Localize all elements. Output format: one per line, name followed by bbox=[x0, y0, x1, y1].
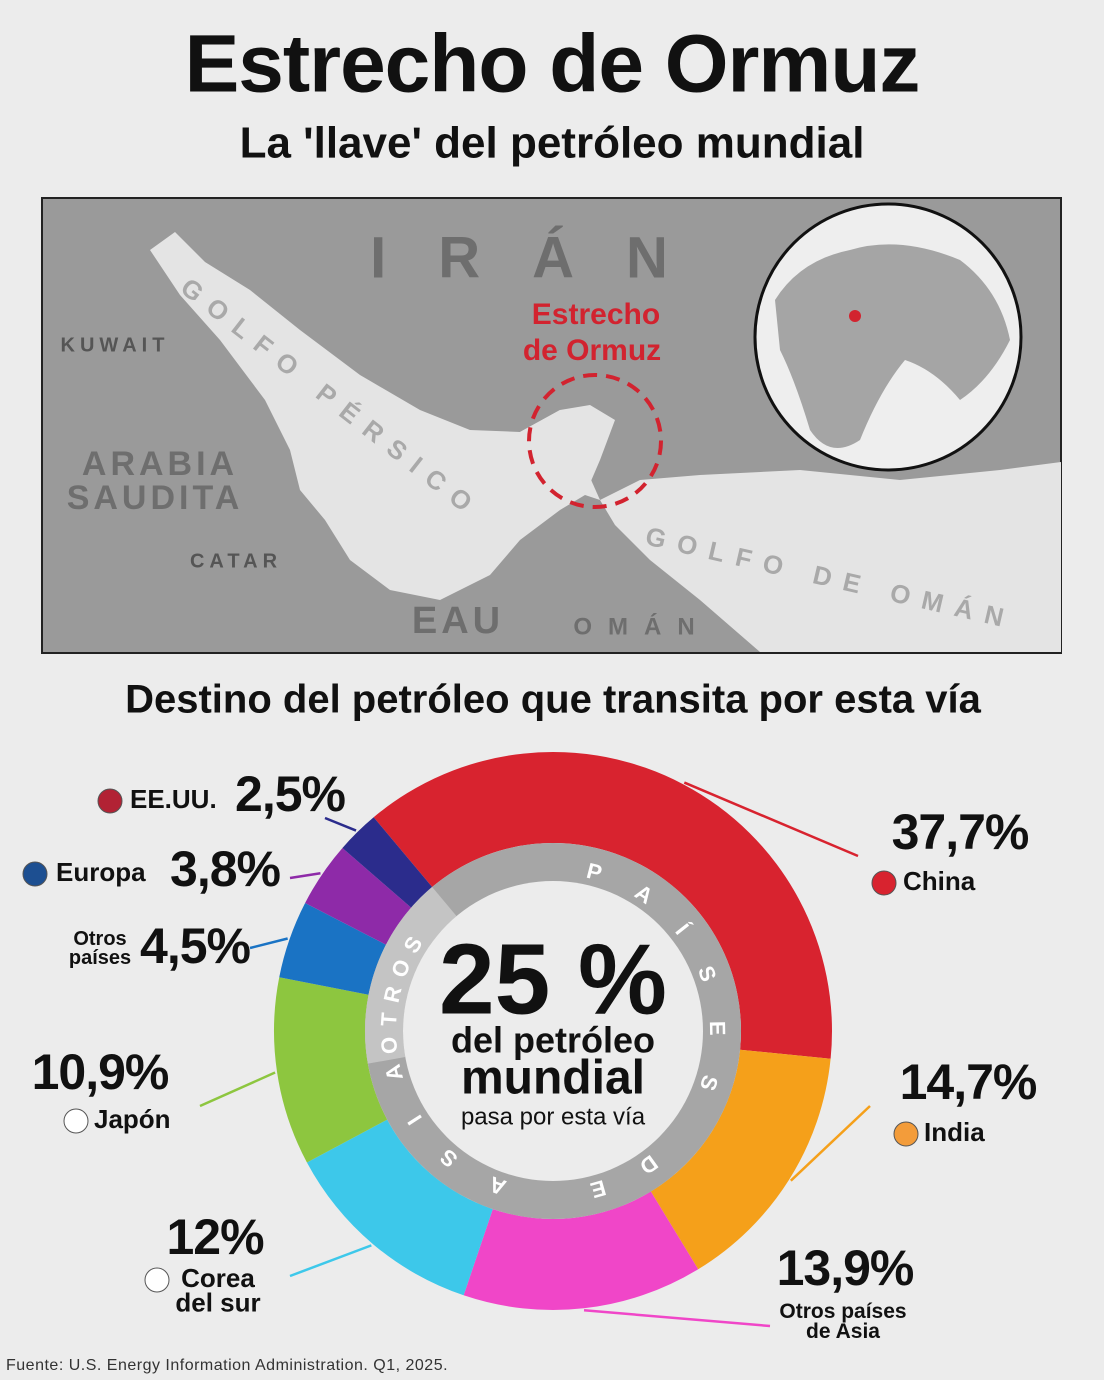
center-line: del petróleo bbox=[451, 1020, 655, 1061]
donut-segment bbox=[306, 1119, 493, 1296]
leader-line bbox=[583, 1309, 771, 1328]
subtitle: La 'llave' del petróleo mundial bbox=[240, 119, 865, 168]
leader-line bbox=[199, 1071, 276, 1108]
category-label: Europa bbox=[56, 857, 146, 887]
category-label: Otros países de Asia bbox=[779, 1300, 906, 1343]
donut-segment bbox=[463, 1191, 699, 1310]
strait-marker bbox=[527, 373, 663, 509]
center-disc bbox=[403, 881, 703, 1181]
leader-line bbox=[683, 781, 859, 858]
leader-line bbox=[289, 871, 321, 880]
country-label: OMÁN bbox=[573, 612, 710, 640]
flag-icon bbox=[97, 788, 123, 814]
value-label: 4,5% bbox=[140, 918, 251, 974]
donut-segment bbox=[342, 817, 433, 908]
country-label: KUWAIT bbox=[61, 334, 170, 356]
category-label: Corea del sur bbox=[175, 1263, 260, 1318]
leader-line bbox=[324, 816, 357, 832]
strait-label: Estrecho bbox=[532, 298, 660, 331]
title: Estrecho de Ormuz bbox=[185, 19, 920, 110]
flag-icon bbox=[144, 1267, 170, 1293]
donut-segment bbox=[305, 847, 412, 945]
map: Estrecho de Ormuz IRÁN KUWAIT ARABIA SAU… bbox=[41, 197, 1062, 654]
center-value: 25 % bbox=[439, 923, 667, 1035]
value-label: 3,8% bbox=[170, 841, 281, 897]
center-line: pasa por esta vía bbox=[461, 1103, 646, 1130]
value-label: 2,5% bbox=[235, 766, 346, 822]
category-label: Japón bbox=[94, 1104, 171, 1134]
leader-line bbox=[249, 937, 288, 950]
globe-land bbox=[775, 244, 1010, 448]
category-label: China bbox=[903, 866, 976, 896]
gulf-of-oman bbox=[600, 462, 1061, 652]
value-label: 37,7% bbox=[892, 804, 1029, 860]
center-line: mundial bbox=[461, 1052, 645, 1105]
category-label: EE.UU. bbox=[130, 784, 217, 814]
flag-icon bbox=[871, 870, 897, 896]
strait-label: de Ormuz bbox=[523, 334, 661, 367]
value-label: 10,9% bbox=[32, 1044, 169, 1100]
country-label: ARABIA bbox=[82, 445, 238, 483]
country-label: CATAR bbox=[190, 550, 282, 572]
chart-title: Destino del petróleo que transita por es… bbox=[125, 678, 982, 722]
country-label: IRÁN bbox=[370, 225, 720, 290]
leader-line bbox=[289, 1244, 372, 1278]
value-label: 14,7% bbox=[900, 1054, 1037, 1110]
flag-icon bbox=[22, 861, 48, 887]
strait-water bbox=[520, 410, 600, 500]
value-label: 12% bbox=[166, 1209, 264, 1265]
leader-line bbox=[789, 1105, 871, 1182]
donut-segment bbox=[273, 977, 388, 1163]
ring-highlight bbox=[364, 886, 457, 1064]
flag-icon bbox=[893, 1121, 919, 1147]
country-label: EAU bbox=[412, 600, 504, 642]
flag-icon bbox=[63, 1108, 89, 1134]
category-label: India bbox=[924, 1117, 985, 1147]
donut-segment bbox=[650, 1049, 831, 1270]
source: Fuente: U.S. Energy Information Administ… bbox=[6, 1357, 448, 1374]
persian-gulf bbox=[150, 232, 615, 600]
donut-segment bbox=[279, 902, 386, 995]
country-label: SAUDITA bbox=[67, 479, 244, 517]
globe-marker bbox=[849, 310, 861, 322]
donut-segment bbox=[373, 751, 832, 1059]
value-label: 13,9% bbox=[777, 1240, 914, 1296]
category-label: Otros países bbox=[69, 928, 131, 969]
